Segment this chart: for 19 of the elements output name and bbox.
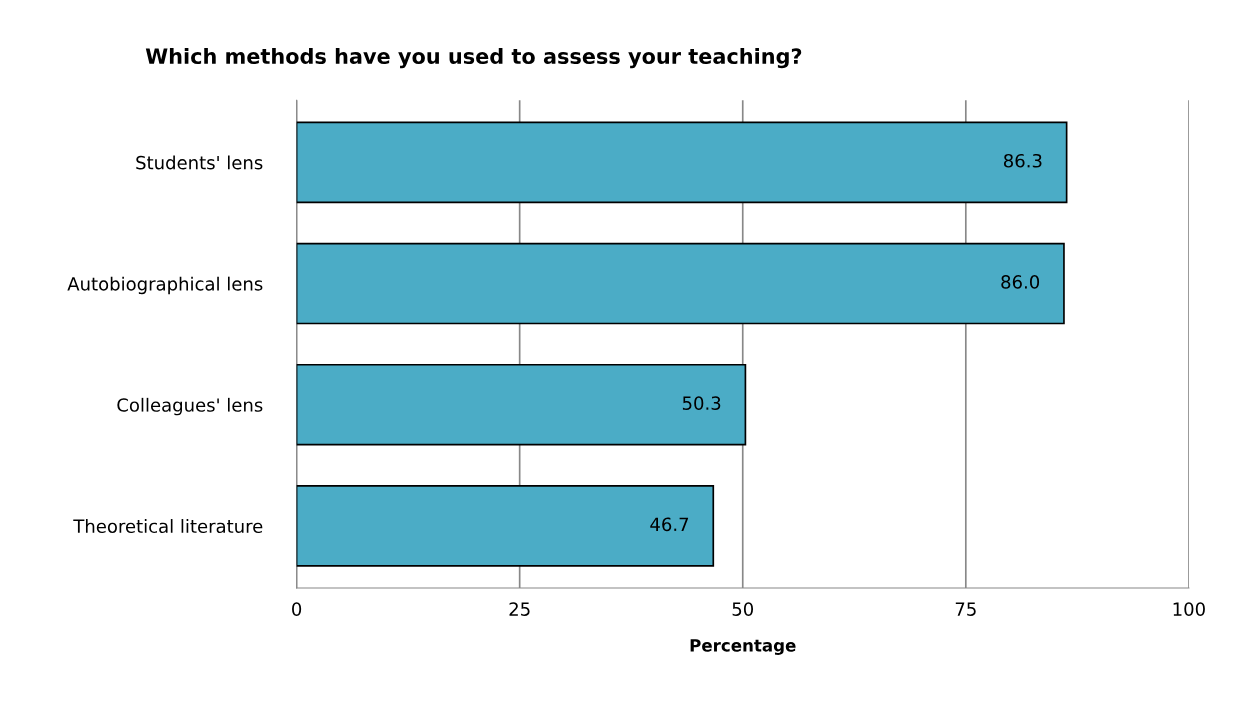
bar bbox=[296, 363, 747, 446]
x-tick-label: 100 bbox=[1173, 602, 1205, 616]
x-tick-label: 75 bbox=[955, 602, 976, 616]
data-label: 86.3 bbox=[1003, 153, 1042, 168]
x-tick-label: 50 bbox=[732, 602, 754, 616]
data-label: 46.7 bbox=[650, 517, 689, 532]
x-tick-label: 25 bbox=[509, 602, 530, 616]
bar bbox=[296, 242, 1065, 325]
chart-title: Which methods have you used to assess your teaching? bbox=[145, 47, 802, 69]
data-label: 50.3 bbox=[682, 396, 721, 410]
x-axis-title: Percentage bbox=[690, 639, 796, 655]
y-tick-label: Students' lens bbox=[136, 155, 263, 170]
bar bbox=[296, 121, 1068, 204]
bar bbox=[296, 485, 715, 567]
x-tick-label: 0 bbox=[292, 602, 302, 616]
data-label: 86.0 bbox=[1001, 275, 1040, 289]
y-tick-label: Theoretical literature bbox=[73, 519, 263, 534]
y-tick-label: Autobiographical lens bbox=[67, 276, 263, 295]
y-tick-label: Colleagues' lens bbox=[117, 397, 263, 416]
